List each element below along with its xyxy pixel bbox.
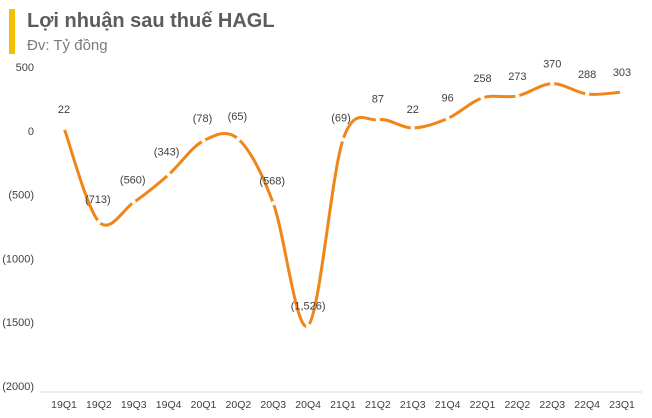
- x-tick-label: 22Q4: [574, 399, 600, 411]
- data-point-marker: [131, 200, 136, 205]
- data-label: 22: [58, 104, 70, 116]
- data-label: 273: [508, 71, 526, 83]
- chart-unit-subtitle: Đv: Tỷ đồng: [27, 37, 108, 54]
- title-accent-bar: [9, 9, 15, 54]
- data-point-marker: [61, 125, 67, 131]
- data-label: (1,526): [291, 301, 326, 313]
- data-label: (69): [331, 113, 351, 125]
- data-point-marker: [515, 93, 520, 99]
- x-tick-label: 22Q3: [539, 399, 565, 411]
- data-point-marker: [550, 81, 555, 86]
- x-tick-label: 20Q1: [191, 399, 217, 411]
- data-label: (78): [193, 113, 213, 125]
- data-label: 303: [613, 67, 631, 79]
- y-tick-label: (500): [8, 190, 34, 202]
- data-point-marker: [340, 137, 346, 142]
- data-point-marker: [305, 323, 311, 328]
- x-tick-label: 21Q2: [365, 399, 391, 411]
- data-label: (713): [85, 194, 111, 206]
- y-tick-label: 500: [16, 62, 34, 74]
- data-point-marker: [236, 136, 241, 142]
- x-tick-label: 19Q4: [156, 399, 182, 411]
- x-tick-label: 23Q1: [609, 399, 635, 411]
- y-tick-label: (2000): [2, 381, 34, 393]
- y-tick-label: 0: [28, 126, 34, 138]
- data-point-marker: [480, 95, 485, 101]
- data-point-marker: [96, 219, 102, 224]
- data-label: 258: [473, 73, 491, 85]
- x-tick-label: 21Q1: [330, 399, 356, 411]
- x-tick-label: 22Q1: [470, 399, 496, 411]
- data-point-marker: [271, 201, 276, 206]
- data-point-marker: [445, 116, 450, 121]
- chart-title: Lợi nhuận sau thuế HAGL: [27, 10, 275, 32]
- data-point-marker: [410, 125, 415, 131]
- x-tick-label: 20Q4: [295, 399, 321, 411]
- data-point-marker: [375, 117, 381, 122]
- data-point-marker: [166, 172, 171, 177]
- data-label: (343): [154, 147, 180, 159]
- x-tick-label: 19Q1: [51, 399, 77, 411]
- data-point-marker: [584, 91, 590, 97]
- y-tick-label: (1500): [2, 317, 34, 329]
- data-label: 87: [372, 94, 384, 106]
- x-tick-label: 21Q4: [435, 399, 461, 411]
- data-label: (65): [228, 111, 248, 123]
- x-tick-label: 20Q2: [226, 399, 252, 411]
- x-tick-label: 20Q3: [260, 399, 286, 411]
- y-tick-label: (1000): [2, 253, 34, 265]
- data-label: 370: [543, 59, 561, 71]
- x-tick-label: 19Q2: [86, 399, 112, 411]
- data-point-marker: [619, 89, 625, 95]
- data-label: 288: [578, 69, 596, 81]
- data-label: (568): [259, 175, 285, 187]
- data-label: (560): [120, 174, 146, 186]
- x-tick-label: 22Q2: [505, 399, 531, 411]
- x-tick-label: 21Q3: [400, 399, 426, 411]
- data-label: 22: [407, 104, 419, 116]
- data-point-marker: [201, 138, 206, 143]
- data-label: 96: [442, 93, 454, 105]
- x-tick-label: 19Q3: [121, 399, 147, 411]
